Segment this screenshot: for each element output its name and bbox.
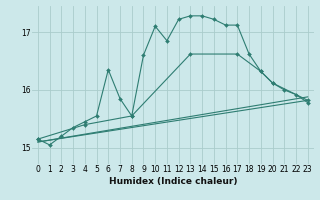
- X-axis label: Humidex (Indice chaleur): Humidex (Indice chaleur): [108, 177, 237, 186]
